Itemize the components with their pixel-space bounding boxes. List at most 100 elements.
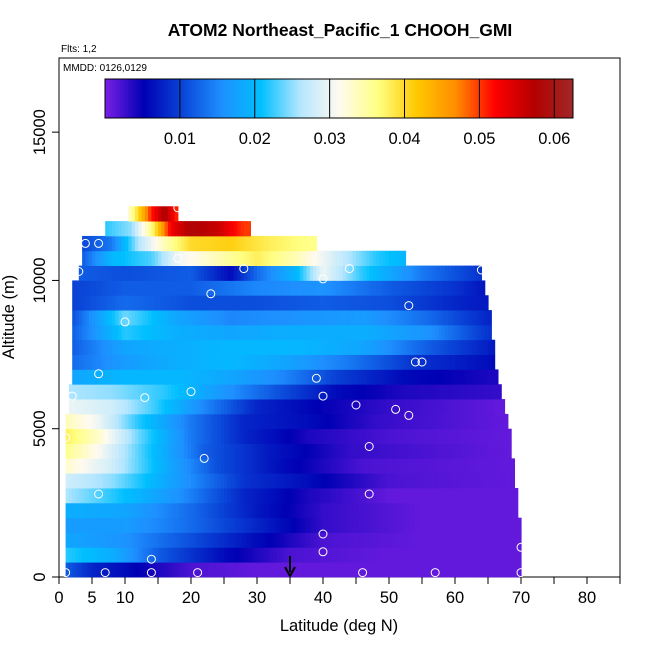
- heatmap-cell: [461, 310, 466, 326]
- heatmap-cell: [158, 310, 162, 326]
- heatmap-cell: [299, 488, 304, 504]
- heatmap-cell: [412, 473, 416, 489]
- heatmap-cell: [276, 547, 281, 563]
- heatmap-cell: [171, 443, 176, 459]
- heatmap-cell: [395, 295, 400, 311]
- heatmap-cell: [266, 428, 271, 444]
- heatmap-cell: [286, 488, 291, 504]
- heatmap-cell: [158, 443, 162, 459]
- heatmap-cell: [101, 458, 106, 474]
- heatmap-cell: [455, 280, 459, 296]
- heatmap-cell: [148, 235, 152, 252]
- heatmap-cell: [187, 354, 192, 370]
- heatmap-cell: [372, 532, 377, 548]
- heatmap-cell: [464, 354, 469, 370]
- heatmap-cell: [296, 310, 301, 326]
- heatmap-cell: [220, 443, 225, 459]
- heatmap-cell: [286, 547, 291, 563]
- heatmap-cell: [154, 473, 159, 489]
- heatmap-cell: [181, 250, 185, 266]
- heatmap-cell: [398, 428, 403, 444]
- heatmap-cell: [207, 221, 212, 237]
- heatmap-cell: [484, 324, 489, 341]
- heatmap-cell: [306, 399, 311, 415]
- heatmap-cell: [115, 235, 119, 252]
- heatmap-cell: [405, 399, 410, 415]
- heatmap-cell: [448, 295, 453, 311]
- heatmap-cell: [197, 443, 202, 459]
- heatmap-cell: [422, 532, 426, 548]
- heatmap-cell: [332, 458, 337, 474]
- heatmap-cell: [346, 369, 350, 385]
- heatmap-cell: [309, 443, 314, 459]
- heatmap-cell: [398, 502, 403, 519]
- heatmap-cell: [474, 547, 479, 563]
- heatmap-cell: [398, 399, 403, 415]
- heatmap-cell: [415, 443, 420, 459]
- heatmap-cell: [306, 324, 311, 341]
- heatmap-cell: [488, 458, 492, 474]
- heatmap-cell: [303, 458, 308, 474]
- heatmap-cell: [474, 354, 479, 370]
- heatmap-cell: [158, 488, 162, 504]
- heatmap-cell: [326, 428, 331, 444]
- heatmap-cell: [375, 562, 380, 578]
- heatmap-cell: [290, 502, 294, 519]
- heatmap-cell: [356, 339, 360, 355]
- heatmap-cell: [362, 324, 367, 341]
- heatmap-cell: [319, 488, 324, 504]
- heatmap-cell: [194, 517, 199, 533]
- heatmap-cell: [375, 384, 380, 400]
- heatmap-cell: [82, 488, 86, 504]
- heatmap-cell: [511, 473, 515, 489]
- heatmap-cell: [164, 473, 169, 489]
- heatmap-cell: [346, 517, 350, 533]
- heatmap-cell: [342, 354, 347, 370]
- heatmap-cell: [316, 458, 321, 474]
- heatmap-cell: [115, 324, 119, 341]
- heatmap-cell: [121, 235, 126, 252]
- heatmap-cell: [283, 250, 288, 266]
- heatmap-cell: [474, 488, 479, 504]
- heatmap-cell: [451, 547, 456, 563]
- heatmap-cell: [448, 369, 453, 385]
- heatmap-cell: [194, 458, 199, 474]
- heatmap-cell: [158, 532, 162, 548]
- heatmap-cell: [299, 473, 304, 489]
- heatmap-cell: [290, 265, 294, 281]
- heatmap-cell: [161, 310, 166, 326]
- heatmap-cell: [233, 458, 238, 474]
- heatmap-cell: [128, 532, 133, 548]
- heatmap-cell: [158, 295, 162, 311]
- heatmap-cell: [309, 235, 314, 252]
- heatmap-cell: [121, 399, 126, 415]
- heatmap-cell: [415, 562, 420, 578]
- heatmap-cell: [445, 369, 449, 385]
- heatmap-cell: [471, 488, 476, 504]
- heatmap-cell: [309, 265, 314, 281]
- heatmap-cell: [365, 295, 370, 311]
- heatmap-cell: [111, 250, 116, 266]
- heatmap-cell: [171, 280, 176, 296]
- heatmap-cell: [154, 532, 159, 548]
- heatmap-cell: [408, 369, 413, 385]
- heatmap-cell: [260, 532, 265, 548]
- heatmap-cell: [352, 324, 357, 341]
- heatmap-cell: [458, 324, 463, 341]
- heatmap-cell: [306, 265, 311, 281]
- heatmap-cell: [72, 428, 77, 444]
- heatmap-cell: [257, 488, 261, 504]
- heatmap-cell: [75, 458, 80, 474]
- heatmap-cell: [422, 280, 426, 296]
- heatmap-cell: [237, 250, 242, 266]
- heatmap-cell: [177, 280, 182, 296]
- heatmap-cell: [431, 280, 436, 296]
- heatmap-cell: [270, 532, 275, 548]
- heatmap-cell: [148, 339, 152, 355]
- heatmap-cell: [207, 547, 212, 563]
- data-point: [173, 253, 183, 263]
- heatmap-cell: [455, 295, 459, 311]
- heatmap-cell: [392, 488, 397, 504]
- heatmap-cell: [131, 235, 136, 252]
- heatmap-cell: [250, 295, 255, 311]
